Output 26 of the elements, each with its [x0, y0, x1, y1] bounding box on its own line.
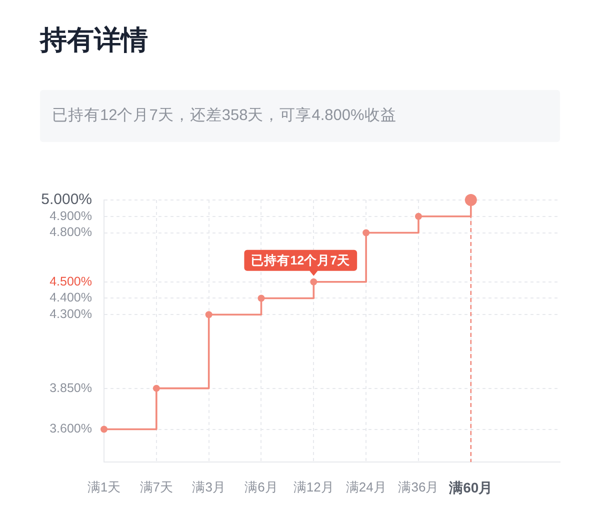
point: [414, 212, 422, 220]
y-tick-label: 5.000%: [41, 191, 92, 208]
x-tick-label: 满3月: [192, 479, 226, 494]
x-tick-label: 满36月: [398, 479, 439, 494]
annotation: 已持有12个月7天: [251, 253, 350, 268]
point: [100, 426, 108, 433]
point: [152, 384, 160, 392]
x-tick-label: 满6月: [244, 479, 278, 494]
y-tick-label: 4.900%: [50, 208, 92, 223]
y-tick-label: 3.850%: [50, 380, 92, 395]
y-tick-label: 4.400%: [50, 290, 92, 305]
point: [258, 294, 265, 302]
y-tick-label: 4.300%: [50, 307, 92, 322]
x-tick-label: 满1天: [87, 479, 121, 494]
x-tick-label: 满12月: [293, 479, 334, 494]
point: [362, 229, 370, 236]
x-tick-label: 满24月: [346, 479, 386, 494]
point: [310, 278, 318, 286]
y-tick-label: 3.600%: [50, 422, 92, 436]
y-tick-label: 4.500%: [50, 274, 92, 288]
x-tick-label: 满7天: [140, 479, 174, 494]
y-tick-label: 4.800%: [50, 225, 92, 240]
chart-subtitle: 已持有12个月7天，还差358天，可享4.800%收益: [40, 90, 560, 142]
chart-title: 持有详情: [40, 24, 148, 57]
point: [205, 311, 212, 318]
x-tick-label: 满60月: [448, 479, 493, 496]
